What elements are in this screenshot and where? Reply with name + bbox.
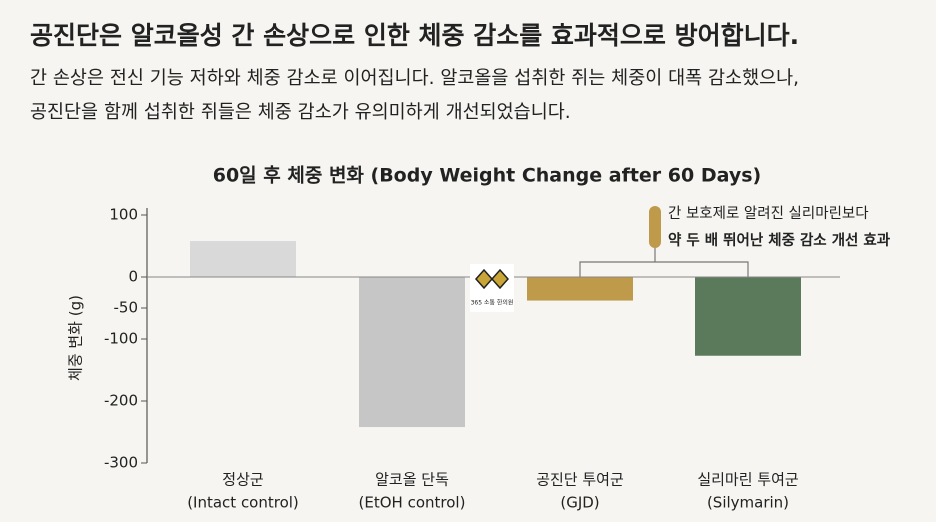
- logo-bg: [470, 264, 514, 312]
- bar: [359, 277, 465, 428]
- bar: [695, 277, 801, 356]
- headline: 공진단은 알코올성 간 손상으로 인한 체중 감소를 효과적으로 방어합니다.: [30, 21, 799, 50]
- logo-diamond: [474, 268, 494, 290]
- x-tick-label: 알코올 단독: [375, 471, 449, 489]
- logo: 365 소통 한의원: [470, 264, 514, 312]
- y-tick-label: 0: [128, 268, 138, 286]
- chart-title: 60일 후 체중 변화 (Body Weight Change after 60…: [213, 165, 762, 187]
- paragraph-line: 공진단을 함께 섭취한 쥐들은 체중 감소가 유의미하게 개선되었습니다.: [30, 102, 571, 123]
- x-tick-sublabel: (GJD): [560, 494, 599, 512]
- x-tick-label: 정상군: [222, 471, 264, 489]
- y-tick-label: -50: [114, 299, 139, 317]
- paragraph-line: 간 손상은 전신 기능 저하와 체중 감소로 이어집니다. 알코올을 섭취한 쥐…: [30, 68, 799, 89]
- bracket: [579, 245, 749, 278]
- x-tick-label: 공진단 투여군: [536, 471, 624, 489]
- x-tick-sublabel: (Intact control): [187, 494, 299, 512]
- y-tick-label: -300: [104, 454, 138, 472]
- x-tick-sublabel: (Silymarin): [707, 494, 789, 512]
- annotation-line: 간 보호제로 알려진 실리마린보다: [668, 205, 869, 222]
- y-tick-label: -200: [104, 392, 138, 410]
- y-axis-label: 체중 변화 (g): [67, 295, 85, 381]
- logo-diamond: [490, 268, 510, 290]
- bar: [527, 277, 633, 301]
- annotation-icon: [649, 206, 661, 248]
- y-tick-label: 100: [109, 206, 138, 224]
- annotation-line: 약 두 배 뛰어난 체중 감소 개선 효과: [668, 231, 891, 249]
- x-tick-label: 실리마린 투여군: [697, 471, 799, 489]
- y-tick-label: -100: [104, 330, 138, 348]
- x-tick-sublabel: (EtOH control): [359, 494, 466, 512]
- logo-text: 365 소통 한의원: [471, 299, 514, 307]
- bar: [190, 241, 296, 277]
